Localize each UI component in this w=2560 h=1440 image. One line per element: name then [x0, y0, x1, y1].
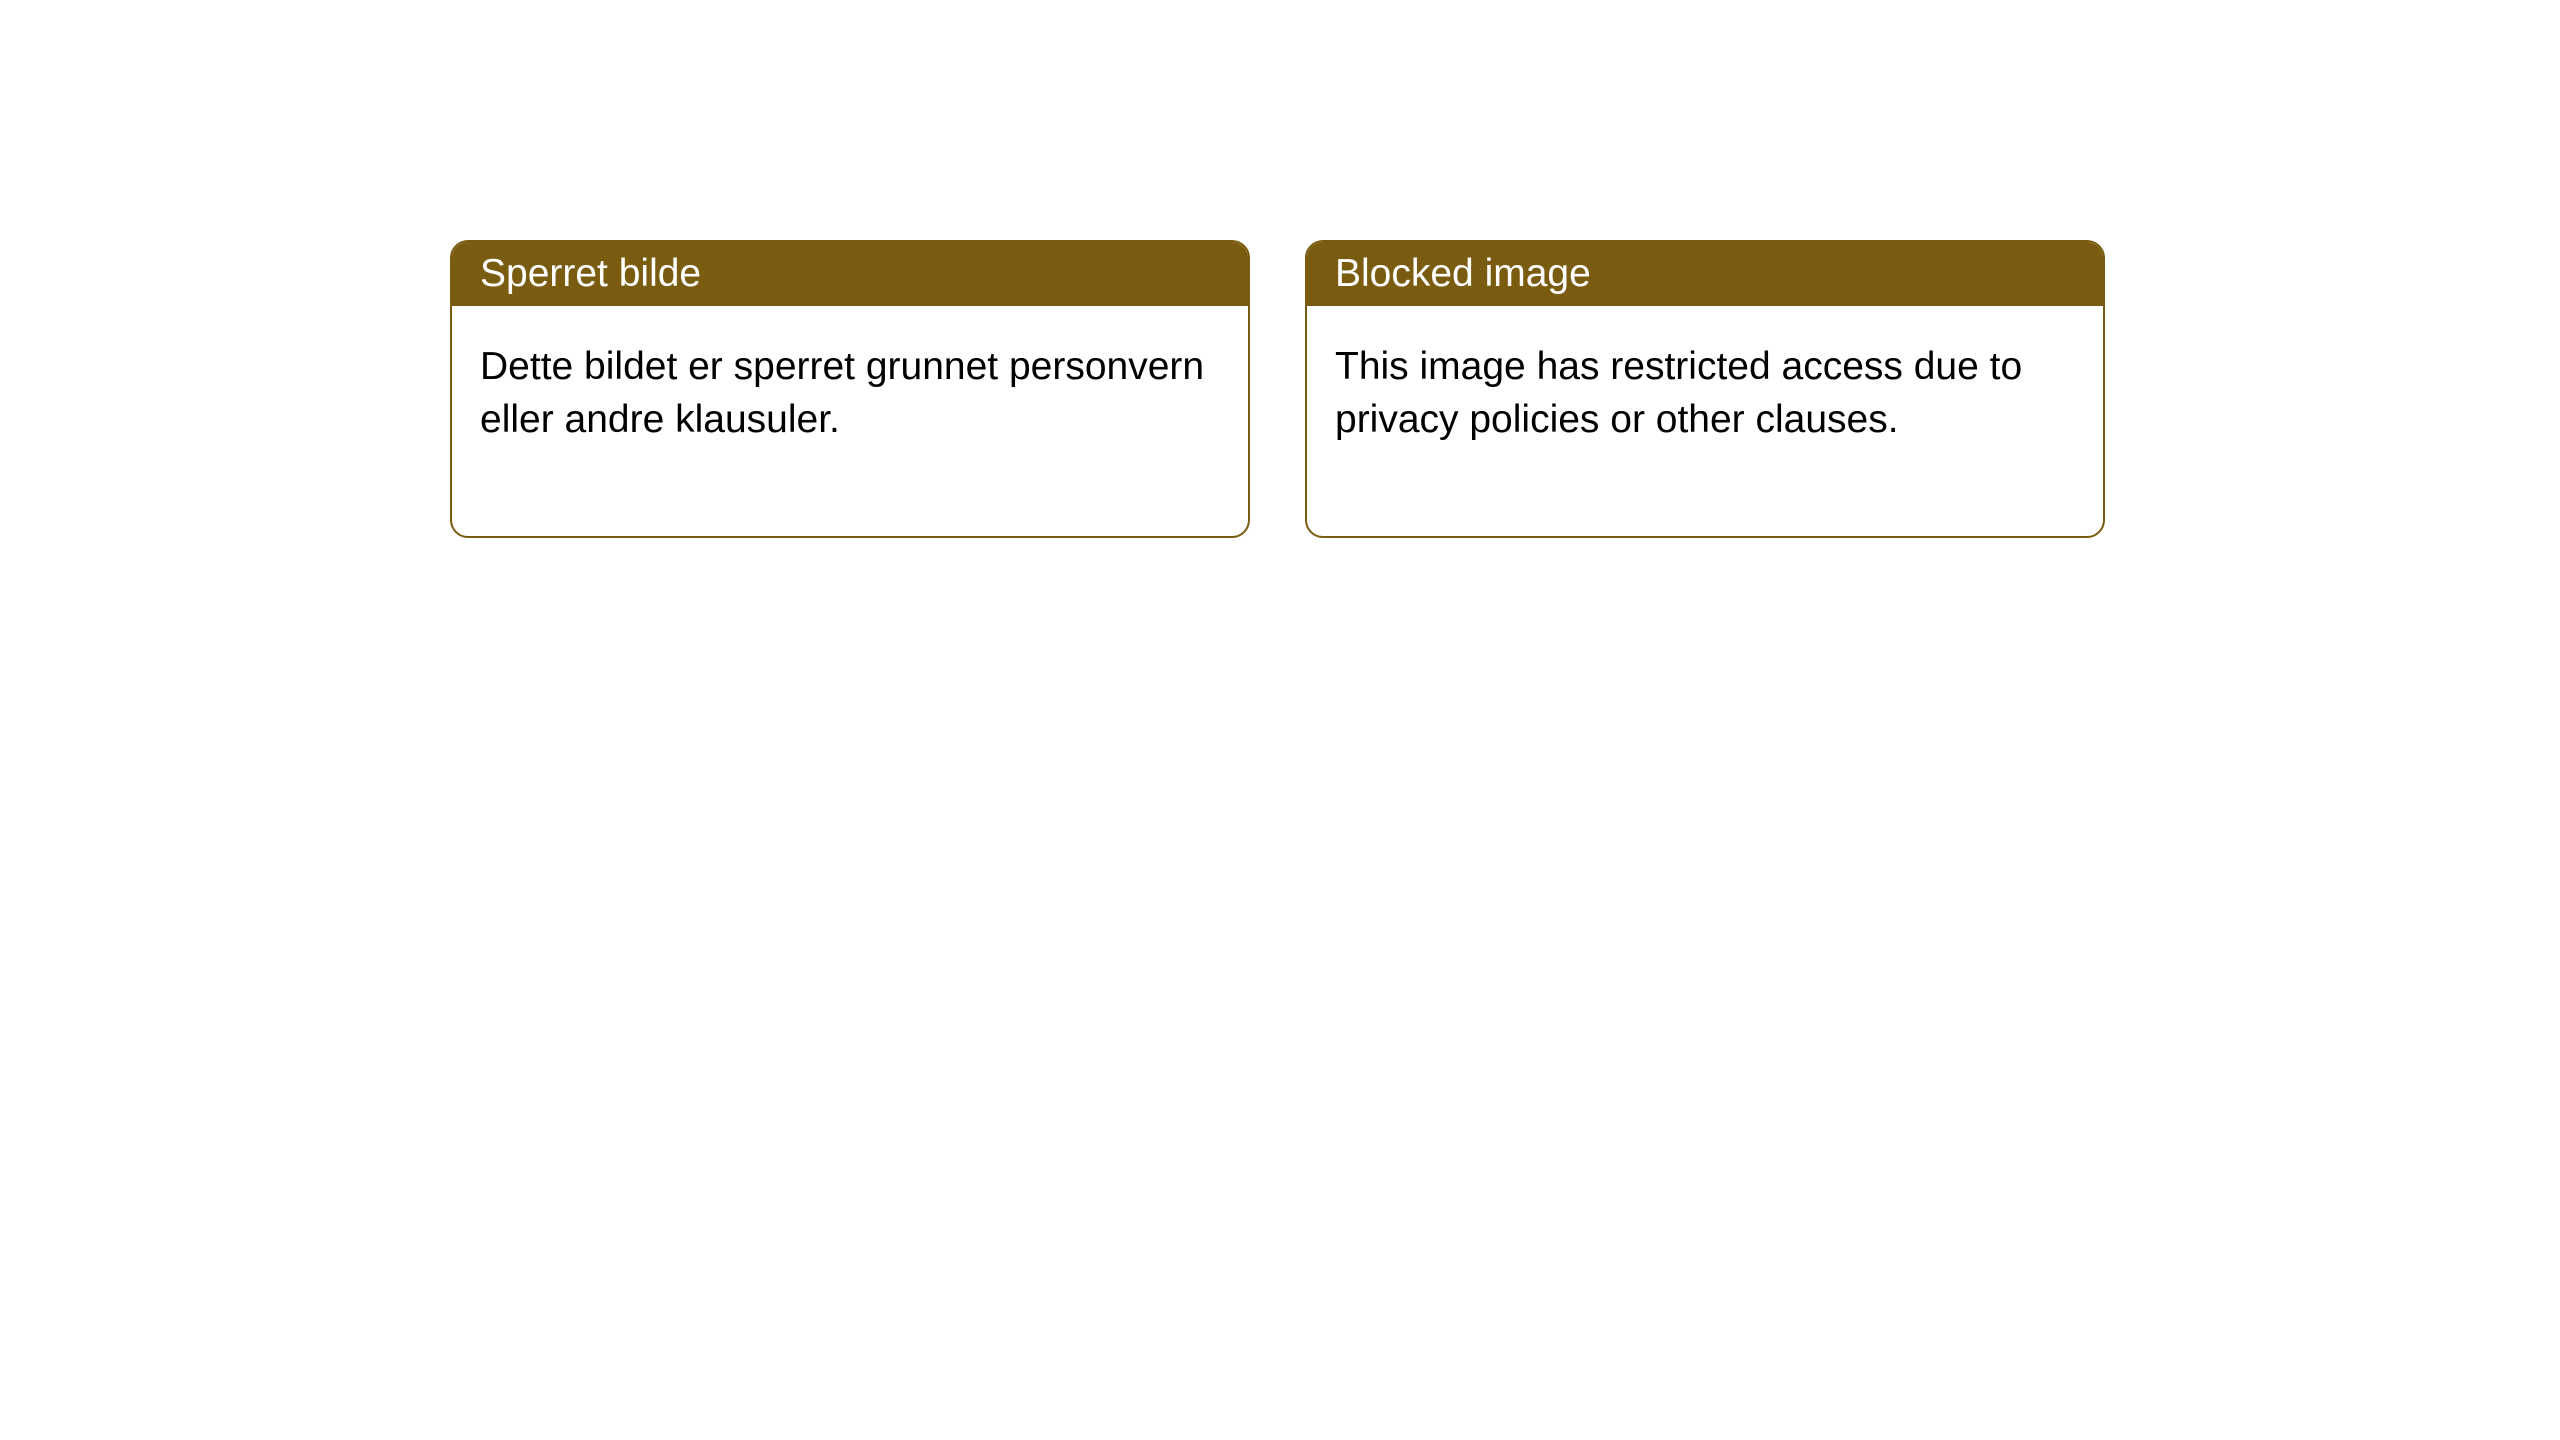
notice-title: Sperret bilde [480, 252, 701, 295]
notice-body-text: This image has restricted access due to … [1335, 345, 2022, 441]
notice-body: This image has restricted access due to … [1307, 306, 2103, 536]
notice-title: Blocked image [1335, 252, 1591, 295]
notice-body: Dette bildet er sperret grunnet personve… [452, 306, 1248, 536]
notice-box-norwegian: Sperret bilde Dette bildet er sperret gr… [450, 240, 1250, 538]
notice-body-text: Dette bildet er sperret grunnet personve… [480, 345, 1204, 441]
notice-box-english: Blocked image This image has restricted … [1305, 240, 2105, 538]
notice-header: Sperret bilde [452, 242, 1248, 306]
notice-container: Sperret bilde Dette bildet er sperret gr… [450, 240, 2105, 538]
notice-header: Blocked image [1307, 242, 2103, 306]
